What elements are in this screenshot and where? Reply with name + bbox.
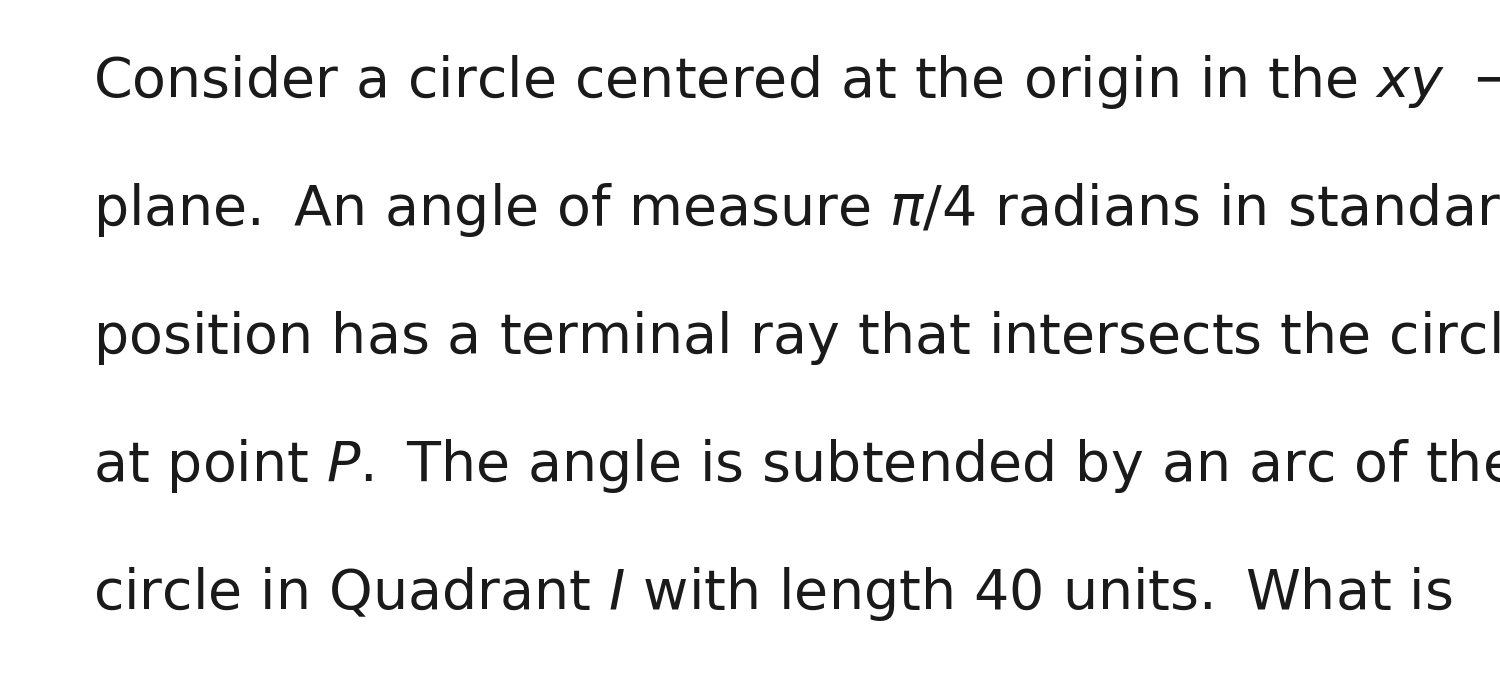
Text: $\mathsf{position\ has\ a\ terminal\ ray\ that\ intersects\ the\ circle}$: $\mathsf{position\ has\ a\ terminal\ ray… bbox=[93, 309, 1500, 367]
Text: $\mathsf{circle\ in\ Quadrant\ }I\mathsf{\ with\ length\ }40\mathsf{\ units.\ Wh: $\mathsf{circle\ in\ Quadrant\ }I\mathsf… bbox=[93, 565, 1452, 623]
Text: $\mathsf{at\ point\ }P\mathsf{.\ The\ angle\ is\ subtended\ by\ an\ arc\ of\ the: $\mathsf{at\ point\ }P\mathsf{.\ The\ an… bbox=[93, 437, 1500, 495]
Text: $\mathsf{Consider\ a\ circle\ centered\ at\ the\ origin\ in\ the\ }\mathit{xy}\m: $\mathsf{Consider\ a\ circle\ centered\ … bbox=[93, 53, 1500, 111]
Text: $\mathsf{plane.\ An\ angle\ of\ measure\ }\pi/4\mathsf{\ radians\ in\ standard}$: $\mathsf{plane.\ An\ angle\ of\ measure\… bbox=[93, 181, 1500, 239]
